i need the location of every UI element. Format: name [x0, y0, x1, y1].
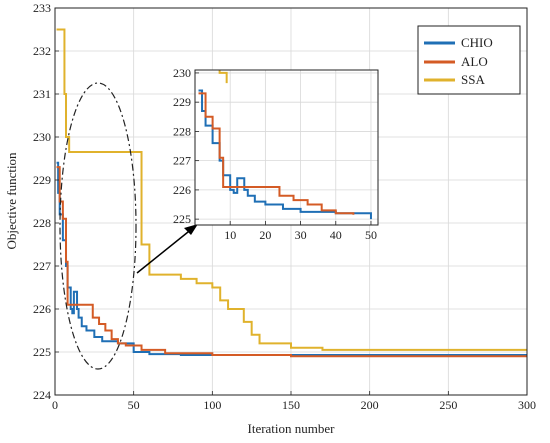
inset-y-tick-label: 226 [173, 183, 191, 197]
main-x-tick-label: 150 [282, 398, 300, 412]
legend-label-ssa: SSA [461, 72, 485, 87]
inset-series-alo [198, 92, 355, 215]
inset-x-tick-label: 10 [224, 228, 236, 242]
main-x-tick-label: 50 [128, 398, 140, 412]
inset-series-ssa [218, 70, 228, 84]
inset-y-tick-label: 229 [173, 95, 191, 109]
main-y-tick-label: 224 [33, 388, 51, 402]
inset-frame [194, 69, 379, 226]
inset-background [194, 69, 379, 226]
inset-series-lines [198, 70, 372, 220]
main-y-tick-label: 231 [33, 87, 51, 101]
main-x-tick-label: 100 [203, 398, 221, 412]
zoom-arrowhead [184, 224, 198, 235]
main-y-tick-label: 227 [33, 259, 51, 273]
inset-y-tick-label: 227 [173, 154, 191, 168]
main-series-chio [56, 161, 527, 357]
main-y-tick-label: 230 [33, 130, 51, 144]
legend-box [417, 25, 521, 95]
main-y-tick-label: 232 [33, 44, 51, 58]
highlight-ellipse [59, 82, 137, 370]
inset-x-tick-label: 50 [365, 228, 377, 242]
main-y-tick-label: 233 [33, 1, 51, 15]
main-series-alo [56, 166, 527, 358]
main-y-tick-label: 226 [33, 302, 51, 316]
inset-x-tick-label: 20 [259, 228, 271, 242]
inset-y-tick-label: 225 [173, 212, 191, 226]
main-plot-frame [54, 7, 528, 396]
legend: CHIO ALO SSA [417, 25, 521, 95]
inset-axis-ticks: 10 20 30 40 50 225 226 227 228 229 230 [173, 66, 377, 242]
inset-y-tick-label: 230 [173, 66, 191, 80]
legend-label-chio: CHIO [461, 35, 493, 50]
inset-x-tick-label: 40 [330, 228, 342, 242]
main-x-tick-label: 0 [52, 398, 58, 412]
inset-y-tick-label: 228 [173, 124, 191, 138]
legend-label-alo: ALO [461, 54, 488, 69]
main-series-ssa [56, 28, 527, 351]
main-x-tick-label: 300 [518, 398, 536, 412]
main-x-tick-label: 250 [439, 398, 457, 412]
inset-x-tick-label: 30 [295, 228, 307, 242]
main-y-tick-label: 225 [33, 345, 51, 359]
x-axis-label: Iteration number [248, 421, 336, 436]
y-axis-label: Objective function [4, 152, 19, 250]
main-series-lines [56, 28, 527, 358]
zoom-arrow [136, 227, 194, 274]
main-y-tick-label: 229 [33, 173, 51, 187]
main-y-tick-label: 228 [33, 216, 51, 230]
inset-series-chio [198, 89, 372, 220]
main-axis-ticks: 0 50 100 150 200 250 300 224 225 226 227 228 229 230 2… [33, 1, 536, 412]
main-x-tick-label: 200 [361, 398, 379, 412]
inset-grid [195, 70, 378, 225]
